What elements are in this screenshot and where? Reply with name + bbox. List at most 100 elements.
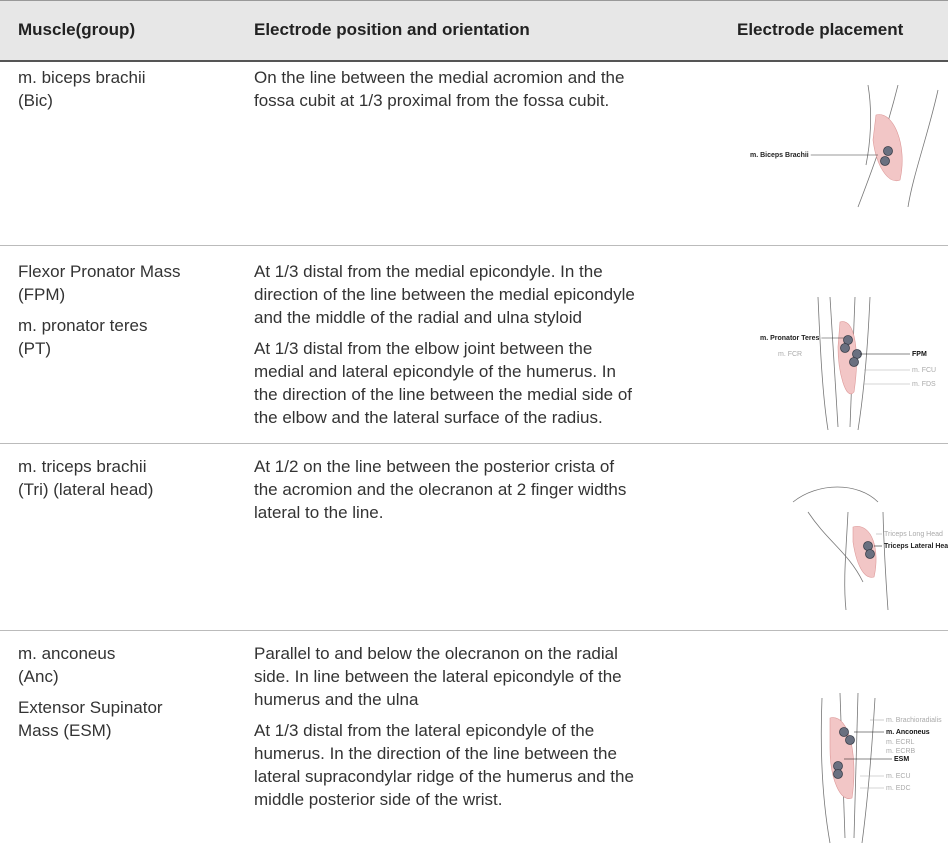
figure-label: m. Anconeus — [886, 729, 930, 736]
figure-label: m. FDS — [912, 381, 936, 388]
paragraph: On the line between the medial acromion … — [254, 66, 624, 112]
figure-label: m. FCU — [912, 367, 936, 374]
figure-label: m. Biceps Brachii — [750, 152, 809, 159]
text-line: humerus. In the direction of the line be… — [254, 744, 617, 763]
text-line: fossa cubit at 1/3 proximal from the fos… — [254, 91, 610, 110]
paragraph: Parallel to and below the olecranon on t… — [254, 642, 634, 711]
text-line: (Bic) — [18, 91, 53, 110]
muscle-cell: m. biceps brachii (Bic) — [18, 66, 146, 120]
muscle-cell: Flexor Pronator Mass (FPM) m. pronator ter… — [18, 260, 181, 368]
text-line: m. triceps brachii — [18, 457, 147, 476]
table-header: Muscle(group) Electrode position and ori… — [0, 0, 948, 62]
figure-label: m. ECRB — [886, 748, 916, 755]
text-line: m. anconeus — [18, 644, 116, 663]
paragraph: Flexor Pronator Mass (FPM) — [18, 260, 181, 306]
text-line: Mass (ESM) — [18, 721, 112, 740]
paragraph: At 1/2 on the line between the posterior… — [254, 455, 626, 524]
text-line: medial and lateral epicondyle of the hum… — [254, 362, 616, 381]
text-line: At 1/3 distal from the medial epicondyle… — [254, 262, 603, 281]
text-line: and the middle of the radial and ulna st… — [254, 308, 582, 327]
limb-outline — [857, 296, 871, 431]
limb-outline — [907, 89, 939, 208]
muscle — [852, 526, 877, 578]
text-line: side. In line between the lateral epicon… — [254, 667, 622, 686]
row-separator — [0, 443, 948, 444]
paragraph: Extensor Supinator Mass (ESM) — [18, 696, 163, 742]
text-line: (Anc) — [18, 667, 59, 686]
figure-label: ESM — [894, 756, 909, 763]
electrode — [849, 357, 859, 367]
figure-label: Triceps Lateral Head — [884, 543, 948, 550]
limb-outline — [853, 692, 859, 839]
limb-outline — [844, 511, 849, 611]
header-cell: Muscle(group) — [18, 20, 136, 39]
paragraph: At 1/3 distal from the elbow joint betwe… — [254, 337, 635, 429]
text-line: Flexor Pronator Mass — [18, 262, 181, 281]
row-separator — [0, 245, 948, 246]
limb-outline — [882, 511, 889, 611]
text-line: m. pronator teres — [18, 316, 148, 335]
paragraph: m. anconeus (Anc) — [18, 642, 163, 688]
limb-outline — [807, 511, 864, 583]
electrode-figure: m. Brachioradialis m. Anconeus m. ECRL m. E… — [820, 692, 942, 844]
text-line: At 1/3 distal from the lateral epicondyl… — [254, 721, 595, 740]
limb-outline — [817, 296, 829, 431]
text-line: lateral supracondylar ridge of the humer… — [254, 767, 634, 786]
text-line: the acromion and the olecranon at 2 fing… — [254, 480, 627, 499]
electrode — [845, 735, 855, 745]
text-line: m. biceps brachii — [18, 68, 146, 87]
row-separator — [0, 630, 948, 631]
text-line: (PT) — [18, 339, 52, 358]
text-line: direction of the line between the medial… — [254, 285, 635, 304]
text-line: (FPM) — [18, 285, 66, 304]
description-cell: On the line between the medial acromion … — [254, 66, 624, 120]
electrode — [880, 156, 890, 166]
limb-outline — [820, 697, 831, 844]
figure-label: m. FCR — [778, 351, 802, 358]
header-cell: Electrode placement — [737, 20, 904, 39]
electrode — [865, 549, 875, 559]
electrode-figure: Triceps Long Head Triceps Lateral Head — [792, 486, 948, 611]
text-line: (Tri) (lateral head) — [18, 480, 154, 499]
description-cell: At 1/2 on the line between the posterior… — [254, 455, 626, 532]
description-cell: At 1/3 distal from the medial epicondyle… — [254, 260, 635, 437]
figure-label: Triceps Long Head — [884, 531, 943, 538]
figure-label: FPM — [912, 351, 927, 358]
electrode — [863, 541, 873, 551]
figure-label: m. EDC — [886, 785, 911, 792]
header-cell: Electrode position and orientation — [254, 20, 530, 39]
figure-label: m. Pronator Teres — [760, 335, 819, 342]
text-line: the elbow and the lateral surface of the… — [254, 408, 603, 427]
text-line: lateral to the line. — [254, 503, 384, 522]
electrode — [833, 769, 843, 779]
limb-outline — [792, 486, 879, 503]
paragraph: At 1/3 distal from the medial epicondyle… — [254, 260, 635, 329]
paragraph: m. triceps brachii (Tri) (lateral head) — [18, 455, 153, 501]
limb-outline — [829, 296, 839, 428]
description-cell: Parallel to and below the olecranon on t… — [254, 642, 634, 819]
text-line: At 1/2 on the line between the posterior… — [254, 457, 615, 476]
muscle-cell: m. anconeus (Anc) Extensor Supinator Mass (… — [18, 642, 163, 750]
figure-label: m. ECU — [886, 773, 911, 780]
electrode — [839, 727, 849, 737]
electrode — [840, 343, 850, 353]
figure-label: m. ECRL — [886, 739, 915, 746]
limb-outline — [865, 85, 871, 166]
electrode-figure: m. Pronator Teres m. FCR FPM m. FCU m. FDS — [760, 296, 936, 431]
text-line: humerus and the ulna — [254, 690, 419, 709]
paragraph: m. biceps brachii (Bic) — [18, 66, 146, 112]
paragraph: At 1/3 distal from the lateral epicondyl… — [254, 719, 634, 811]
muscle-cell: m. triceps brachii (Tri) (lateral head) — [18, 455, 153, 509]
text-line: the direction of the line between the me… — [254, 385, 633, 404]
electrode — [883, 146, 893, 156]
electrode-figure: m. Biceps Brachii — [750, 85, 939, 208]
text-line: At 1/3 distal from the elbow joint betwe… — [254, 339, 593, 358]
paragraph: m. pronator teres (PT) — [18, 314, 181, 360]
figure-label: m. Brachioradialis — [886, 717, 942, 724]
text-line: Extensor Supinator — [18, 698, 163, 717]
text-line: middle posterior side of the wrist. — [254, 790, 503, 809]
limb-outline — [861, 697, 876, 844]
text-line: On the line between the medial acromion … — [254, 68, 625, 87]
text-line: Parallel to and below the olecranon on t… — [254, 644, 618, 663]
